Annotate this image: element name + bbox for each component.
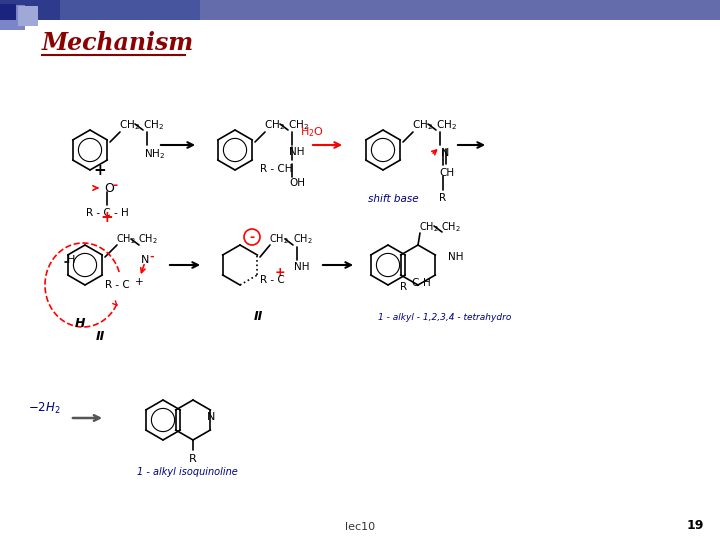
Text: N: N [207, 412, 215, 422]
Text: 19: 19 [686, 519, 703, 532]
Text: OH: OH [289, 178, 305, 188]
Text: -: - [149, 252, 153, 262]
Bar [18, 6, 38, 26]
Text: CH$_2$: CH$_2$ [436, 118, 457, 132]
Text: CH$_2$: CH$_2$ [269, 232, 289, 246]
Text: H: H [67, 255, 76, 265]
Text: +: + [94, 163, 107, 178]
Text: $-2H_2$: $-2H_2$ [28, 401, 60, 416]
Text: CH$_2$: CH$_2$ [293, 232, 312, 246]
Bar [0, 4, 16, 20]
Text: CH$_2$: CH$_2$ [264, 118, 285, 132]
Text: -: - [249, 231, 255, 244]
Bar [0, 0, 720, 20]
Bar [0, 5, 25, 30]
Text: II: II [253, 310, 263, 323]
Text: 1 - alkyl isoquinoline: 1 - alkyl isoquinoline [137, 467, 238, 477]
Text: O: O [104, 181, 114, 194]
Text: CH: CH [439, 168, 454, 178]
Text: R: R [439, 193, 446, 203]
Text: N: N [441, 148, 449, 158]
Text: NH: NH [294, 262, 310, 272]
Text: lec10: lec10 [345, 522, 375, 532]
Text: H: H [75, 317, 85, 330]
Text: CH$_2$: CH$_2$ [441, 220, 461, 234]
Text: CH$_2$: CH$_2$ [143, 118, 164, 132]
Text: CH$_2$: CH$_2$ [138, 232, 158, 246]
Text: +: + [275, 267, 286, 280]
Text: Mechanism: Mechanism [42, 31, 194, 55]
Bar [200, 0, 720, 20]
Text: R: R [400, 282, 407, 292]
Text: C: C [411, 278, 418, 288]
Text: +: + [135, 277, 143, 287]
Text: CH$_2$: CH$_2$ [419, 220, 438, 234]
Text: NH: NH [289, 147, 305, 157]
Text: H: H [423, 278, 431, 288]
Text: +: + [101, 210, 113, 225]
Text: R - C: R - C [260, 275, 284, 285]
Text: shift base: shift base [368, 194, 418, 204]
Text: R: R [189, 454, 197, 464]
Text: R - C: R - C [105, 280, 130, 290]
Text: CH$_2$: CH$_2$ [116, 232, 136, 246]
Text: II: II [95, 330, 104, 343]
Text: H$_2$O: H$_2$O [300, 125, 324, 139]
Text: R - C - H: R - C - H [86, 208, 129, 218]
Bar [60, 0, 720, 20]
Text: CH$_2$: CH$_2$ [412, 118, 433, 132]
Text: -: - [112, 179, 117, 192]
Text: CH$_2$: CH$_2$ [288, 118, 309, 132]
Text: N: N [141, 255, 149, 265]
Text: 1 - alkyl - 1,2,3,4 - tetrahydro: 1 - alkyl - 1,2,3,4 - tetrahydro [378, 313, 511, 322]
Text: NH$_2$: NH$_2$ [144, 147, 165, 161]
Text: R - CH: R - CH [260, 164, 292, 174]
Text: NH: NH [448, 252, 464, 262]
Text: CH$_2$: CH$_2$ [119, 118, 140, 132]
